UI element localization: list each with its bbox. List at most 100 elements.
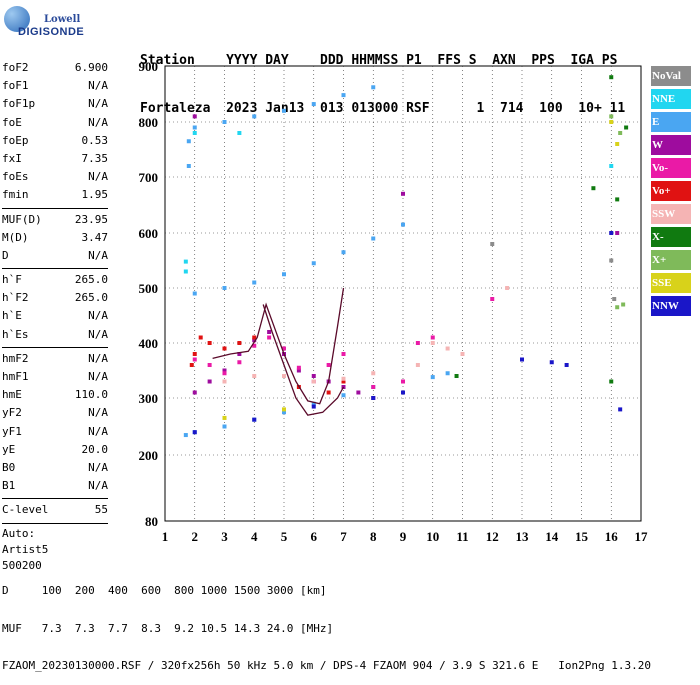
data-point <box>609 231 614 235</box>
data-point <box>192 291 197 296</box>
param-group-3: h`F 265.0 h`F2 265.0 h`E N/A h`Es N/A <box>2 271 108 344</box>
footer-muf-row: MUF 7.3 7.3 7.7 8.3 9.2 10.5 14.3 24.0 [… <box>2 621 334 635</box>
data-point <box>609 379 614 384</box>
data-point <box>282 272 286 277</box>
data-point <box>282 374 286 378</box>
data-point <box>401 379 405 384</box>
data-point <box>371 236 376 241</box>
data-point <box>252 335 257 340</box>
data-point <box>618 407 623 412</box>
logo-line1: Lowell <box>44 14 81 25</box>
x-ticks: 1 2 3 4 5 6 7 8 9 10 11 12 13 14 15 16 17 <box>162 529 648 544</box>
header-line2: Fortaleza 2023 Jan13 013 013000 RSF 1 71… <box>140 101 626 116</box>
data-point <box>311 261 316 266</box>
x-tick-label: 13 <box>516 529 530 544</box>
data-point <box>609 120 614 124</box>
legend-item: Vo+ <box>651 181 691 204</box>
param-group-2: MUF(D) 23.95 M(D) 3.47 D N/A <box>2 211 108 266</box>
data-point <box>490 297 495 301</box>
data-point <box>311 404 316 409</box>
param-row: hmF1 N/A <box>2 370 108 383</box>
data-point <box>401 390 405 395</box>
data-point <box>311 401 316 406</box>
data-point <box>192 357 197 362</box>
legend: NoVal NNE E W Vo- Vo+ SSW X- X+ SSE NNW <box>651 66 691 319</box>
data-point <box>252 343 257 348</box>
divider <box>2 346 108 348</box>
data-point <box>296 368 301 373</box>
legend-item: X- <box>651 227 691 250</box>
data-point <box>198 335 203 340</box>
footer-file-info: FZAOM_20230130000.RSF / 320fx256h 50 kHz… <box>2 659 652 672</box>
x-tick-label: 1 <box>162 529 169 544</box>
logo-globe-icon <box>4 6 30 32</box>
divider <box>2 268 108 270</box>
param-row: h`E N/A <box>2 309 108 323</box>
x-tick-label: 6 <box>311 529 318 544</box>
param-row: foF1p N/A <box>2 97 108 111</box>
params-panel: foF2 6.900 foF1 N/A foF1p N/A foE N/A foEp 0.… <box>2 59 108 574</box>
data-point <box>430 335 435 340</box>
data-point <box>615 305 620 310</box>
data-point <box>237 352 242 356</box>
data-point <box>311 102 316 107</box>
data-point <box>252 374 257 378</box>
data-point <box>490 242 495 246</box>
data-point <box>401 222 405 227</box>
header: Station YYYY DAY DDD HHMMSS P1 FFS S AXN… <box>140 21 625 133</box>
param-row: B0 N/A <box>2 460 108 474</box>
data-point <box>341 250 346 255</box>
auto-label: Auto: <box>2 526 36 540</box>
data-point <box>549 360 554 365</box>
y-tick-label: 900 <box>139 59 159 74</box>
data-point <box>237 131 242 135</box>
data-point <box>371 371 376 376</box>
data-point <box>192 430 197 435</box>
x-tick-label: 15 <box>575 529 589 544</box>
divider <box>2 498 108 500</box>
x-tick-label: 14 <box>545 529 559 544</box>
data-point <box>311 374 316 378</box>
data-point <box>192 131 197 135</box>
data-point <box>222 424 227 429</box>
x-tick-label: 7 <box>340 529 347 544</box>
data-point <box>341 376 346 381</box>
data-point <box>192 114 197 119</box>
y-tick-label: 600 <box>139 226 159 241</box>
data-point <box>341 379 346 384</box>
legend-item: SSW <box>651 204 691 227</box>
footer: D 100 200 400 600 800 1000 1500 3000 [km… <box>2 560 651 685</box>
clevel-row: C-level 55 <box>2 503 108 517</box>
data-point <box>615 231 620 235</box>
x-tick-label: 16 <box>605 529 619 544</box>
data-point <box>371 385 376 389</box>
data-point <box>207 363 212 367</box>
logo-line2: DIGISONDE <box>18 26 85 38</box>
y-tick-label: 80 <box>145 514 158 529</box>
data-point <box>282 410 286 415</box>
data-point <box>183 259 188 264</box>
data-point <box>222 120 227 124</box>
param-row: hmE 110.0 <box>2 388 108 402</box>
data-point <box>615 142 620 146</box>
data-point <box>454 374 459 378</box>
data-point <box>222 286 227 290</box>
data-point <box>341 393 346 398</box>
param-row: foF2 6.900 <box>2 61 108 74</box>
data-point <box>609 75 614 80</box>
data-point <box>326 363 331 367</box>
data-point <box>615 197 620 202</box>
data-point <box>282 108 286 113</box>
legend-item: NNE <box>651 89 691 112</box>
data-point <box>612 297 617 301</box>
x-tick-label: 4 <box>251 529 258 544</box>
data-point <box>296 365 301 370</box>
x-tick-label: 17 <box>635 529 649 544</box>
data-point <box>591 186 596 191</box>
param-row: MUF(D) 23.95 <box>2 212 108 226</box>
data-point <box>222 368 227 373</box>
data-point <box>237 341 242 345</box>
data-point <box>183 433 188 438</box>
param-row: foF1 N/A <box>2 79 108 93</box>
data-point <box>192 352 197 356</box>
